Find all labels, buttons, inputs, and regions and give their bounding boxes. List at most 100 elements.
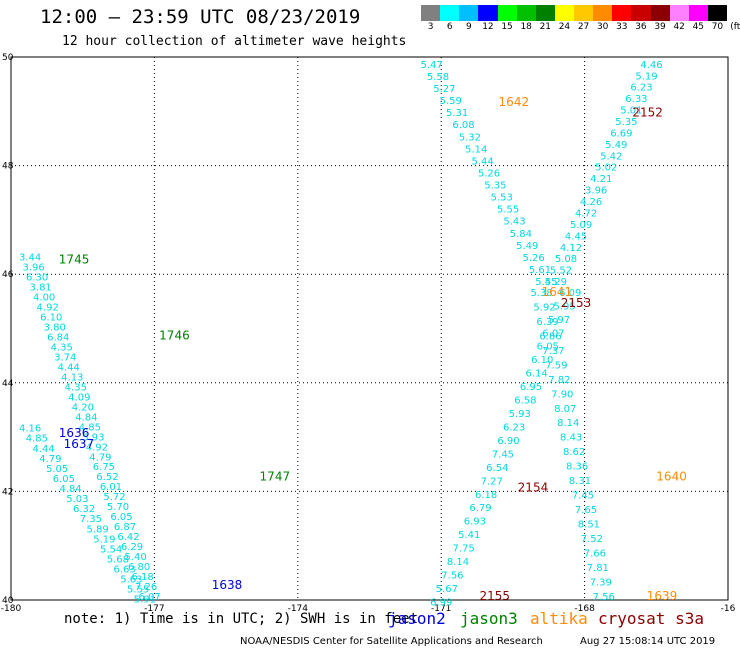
wave-height-label: 3.81 xyxy=(30,283,52,294)
colorbar-swatch xyxy=(554,5,574,21)
wave-height-label: 3.44 xyxy=(19,253,41,264)
wave-height-label: 5.54 xyxy=(100,544,122,555)
lat-tick-label: 48 xyxy=(2,162,14,172)
wave-height-label: 5.67 xyxy=(436,584,458,595)
wave-height-label: 4.44 xyxy=(58,362,80,373)
colorbar-label: 36 xyxy=(635,22,647,32)
wave-height-label: 5.05 xyxy=(46,464,68,475)
pass-time-label: 1637 xyxy=(64,437,95,451)
wave-height-label: 7.39 xyxy=(590,578,612,589)
wave-height-label: 6.93 xyxy=(464,517,486,528)
wave-height-label: 8.51 xyxy=(578,520,600,531)
pass-time-label: 2152 xyxy=(632,106,663,120)
wave-height-label: 5.55 xyxy=(127,585,149,596)
wave-height-label: 6.07 xyxy=(542,328,564,339)
wave-height-label: 3.96 xyxy=(23,263,45,274)
wave-height-label: 5.35 xyxy=(615,117,637,128)
wave-height-label: 5.53 xyxy=(491,193,513,204)
wave-height-label: 6.09 xyxy=(559,288,581,299)
pass-time-label: 2155 xyxy=(479,589,510,603)
lat-tick-label: 50 xyxy=(2,53,14,63)
wave-height-label: 6.05 xyxy=(537,342,559,353)
colorbar-label: 9 xyxy=(465,22,472,32)
wave-height-label: 5.26 xyxy=(478,168,500,179)
wave-height-label: 4.09 xyxy=(68,392,90,403)
wave-height-label: 8.36 xyxy=(566,462,588,473)
colorbar-label: 33 xyxy=(616,22,628,32)
lat-tick-label: 42 xyxy=(2,487,13,497)
wave-height-label: 7.52 xyxy=(581,534,603,545)
wave-height-label: 4.85 xyxy=(26,434,48,445)
wave-height-label: 6.18 xyxy=(131,572,153,583)
wave-height-label: 7.66 xyxy=(584,549,606,560)
wave-height-label: 5.63 xyxy=(120,575,142,586)
wave-height-label: 6.80 xyxy=(128,562,150,573)
wave-height-label: 6.29 xyxy=(121,542,143,553)
wave-height-label: 5.03 xyxy=(66,494,88,505)
wave-height-label: 6.79 xyxy=(469,503,491,514)
wave-height-label: 4.35 xyxy=(51,342,73,353)
wave-height-label: 6.95 xyxy=(520,382,542,393)
wave-height-label: 6.18 xyxy=(475,490,497,501)
colorbar-label: 12 xyxy=(482,22,494,32)
wave-height-label: 6.54 xyxy=(486,463,508,474)
wave-height-label: 6.01 xyxy=(100,482,122,493)
wave-height-label: 6.52 xyxy=(96,472,118,483)
wave-height-label: 4.44 xyxy=(32,444,54,455)
colorbar-swatch xyxy=(650,5,670,21)
wave-height-label: 5.97 xyxy=(548,315,570,326)
wave-height-label: 4.45 xyxy=(565,231,587,242)
wave-height-label: 7.75 xyxy=(453,544,475,555)
wave-height-label: 5.68 xyxy=(107,554,129,565)
colorbar-swatch xyxy=(459,5,479,21)
colorbar-swatch xyxy=(440,5,460,21)
colorbar-swatch xyxy=(516,5,536,21)
wave-height-label: 4.92 xyxy=(86,442,108,453)
pass-time-label: 1642 xyxy=(499,95,530,109)
pass-time-label: 2154 xyxy=(518,480,549,494)
wave-height-label: 5.42 xyxy=(600,151,622,162)
wave-height-label: 7.56 xyxy=(441,571,463,582)
wave-height-label: 8.14 xyxy=(447,557,469,568)
footer-note: note: 1) Time is in UTC; 2) SWH is in fe… xyxy=(64,611,419,627)
wave-height-label: 8.14 xyxy=(557,418,579,429)
pass-time-label: 2153 xyxy=(561,296,592,310)
colorbar-label: 15 xyxy=(501,22,513,32)
map-frame xyxy=(10,56,729,601)
wave-height-label: 4.16 xyxy=(19,424,41,435)
legend-altika: altika xyxy=(530,609,588,628)
wave-height-label: 5.89 xyxy=(86,524,108,535)
lat-tick-label: 44 xyxy=(2,379,14,389)
wave-height-label: 5.93 xyxy=(509,409,531,420)
wave-height-label: 4.46 xyxy=(640,60,662,71)
pass-time-label: 1640 xyxy=(656,470,687,484)
wave-height-label: 5.32 xyxy=(459,132,481,143)
wave-height-label: 6.07 xyxy=(138,592,160,603)
wave-height-label: 5.43 xyxy=(503,217,525,228)
map-subtitle: 12 hour collection of altimeter wave hei… xyxy=(62,34,407,49)
pass-time-label: 1639 xyxy=(647,589,678,603)
map-title: 12:00 – 23:59 UTC 08/23/2019 xyxy=(40,6,361,28)
wave-height-label: 5.55 xyxy=(497,205,519,216)
wave-height-label: 7.27 xyxy=(481,476,503,487)
wave-height-label: 5.61 xyxy=(529,265,551,276)
wave-height-label: 5.45 xyxy=(535,277,557,288)
lon-tick-label: -16 xyxy=(721,604,736,614)
wave-height-label: 7.45 xyxy=(572,491,594,502)
colorbar-label: 42 xyxy=(673,22,685,32)
wave-height-label: 4.12 xyxy=(560,243,582,254)
pass-time-label: 1747 xyxy=(260,470,291,484)
wave-height-label: 5.58 xyxy=(427,72,449,83)
wave-height-label: 5.09 xyxy=(570,220,592,231)
wave-height-label: 5.91 xyxy=(134,595,156,606)
credit-line: NOAA/NESDIS Center for Satellite Applica… xyxy=(240,636,543,647)
generated-timestamp: Aug 27 15:08:14 UTC 2019 xyxy=(580,636,716,647)
wave-height-label: 6.32 xyxy=(73,504,95,515)
colorbar-swatch xyxy=(593,5,613,21)
lon-tick-label: -180 xyxy=(1,604,22,614)
colorbar-label: 24 xyxy=(558,22,571,32)
legend-jason3: jason3 xyxy=(460,609,518,628)
wave-height-label: 7.26 xyxy=(135,582,157,593)
wave-height-label: 5.49 xyxy=(516,241,538,252)
